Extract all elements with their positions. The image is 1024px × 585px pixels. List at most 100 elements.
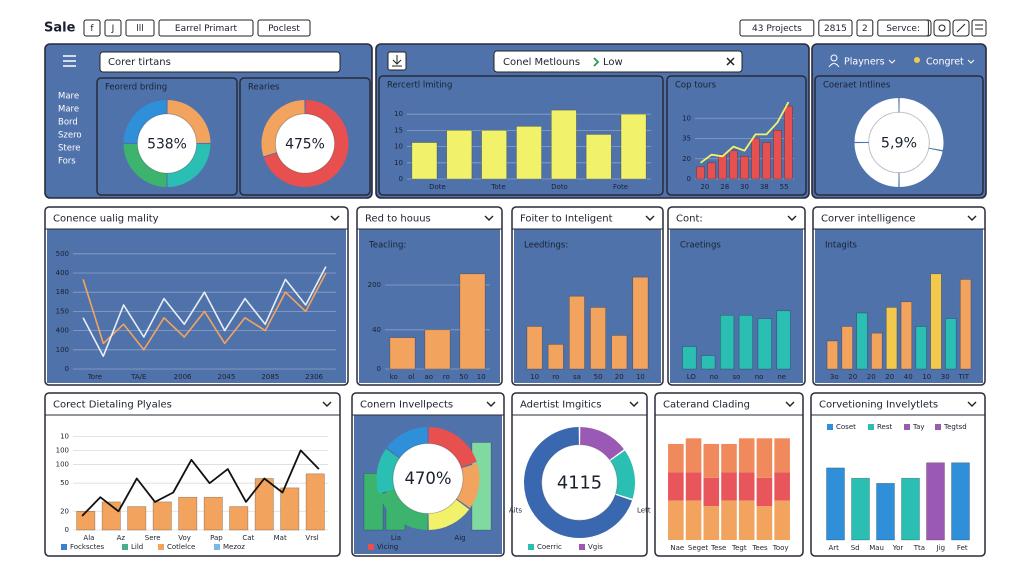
bar [203, 496, 223, 531]
bar [757, 318, 772, 370]
dropdown-label[interactable]: Playners [844, 57, 885, 68]
header-button[interactable] [257, 19, 311, 37]
panel-title: Corect Dietaling Plyales [53, 400, 172, 411]
y-tick-label: 15 [394, 126, 403, 134]
panel-chevron[interactable] [486, 401, 496, 407]
panel-chevron[interactable] [330, 215, 340, 221]
header-button-label: f [90, 24, 94, 34]
bar [547, 344, 564, 370]
user-icon [830, 54, 838, 62]
donut-hole [541, 444, 618, 521]
x-tick-label: 20 [867, 373, 876, 381]
bar [826, 467, 845, 541]
header-button[interactable] [83, 19, 101, 37]
legend-swatch [868, 424, 874, 430]
header-button[interactable] [104, 19, 122, 37]
search-text: Corer tirtans [108, 57, 171, 68]
menu-icon[interactable] [63, 55, 76, 67]
legend-label: Cotlelce [167, 543, 195, 551]
x-tick-label: 40 [904, 373, 913, 381]
x-tick-label: no [710, 373, 719, 381]
donut-segment [428, 499, 470, 530]
legend-swatch [214, 544, 220, 550]
legend-swatch [368, 544, 374, 550]
header-chip[interactable] [877, 19, 929, 37]
panel-title: Conern Invellpects [360, 400, 453, 411]
header-chip[interactable] [856, 19, 874, 37]
y-tick-label: 400 [56, 327, 69, 335]
bar [632, 276, 649, 370]
panel-chevron[interactable] [645, 215, 655, 221]
sidebar-item[interactable]: Bord [58, 118, 78, 128]
bar [926, 462, 945, 541]
y-tick-label: 180 [56, 288, 69, 296]
panel-title: Conence ualig mality [53, 214, 159, 225]
stacked-bar [721, 472, 737, 501]
panel-chevron[interactable] [484, 215, 494, 221]
bar [389, 337, 416, 370]
y-tick-label: 10 [394, 143, 403, 151]
bar [773, 130, 782, 180]
donut-segment [261, 100, 305, 157]
panel-title: Rearies [248, 83, 280, 93]
donut-segment [899, 98, 944, 151]
x-tick-label: 10 [636, 373, 645, 381]
sidebar-item[interactable]: Mare [58, 105, 79, 115]
bar [841, 326, 853, 370]
legend-label: Mezoz [223, 543, 245, 551]
dropdown-label[interactable]: Congret [926, 57, 964, 68]
header-chip[interactable] [818, 19, 853, 37]
panel-title: Coeraet Intlines [823, 81, 891, 91]
panel-chevron[interactable] [785, 401, 795, 407]
stacked-bar [721, 443, 737, 473]
filter-arrow [593, 57, 600, 67]
y-tick-label: 100 [56, 460, 69, 468]
header-button[interactable] [125, 19, 155, 37]
panel-chevron[interactable] [787, 215, 797, 221]
donut-segment [376, 448, 400, 494]
legend-swatch [827, 424, 833, 430]
stacked-bar [756, 438, 773, 478]
x-tick-label: so [733, 373, 741, 381]
donut-hole [274, 113, 336, 174]
x-tick-label: 10 [922, 373, 931, 381]
bar [851, 477, 870, 541]
stacked-bar [738, 472, 755, 501]
panel-chevron[interactable] [967, 215, 977, 221]
x-tick-label: Tees [751, 544, 768, 552]
panel-title: Caterand Clading [663, 400, 750, 411]
panel-chevron[interactable] [322, 401, 332, 407]
sidebar-item[interactable]: Stere [58, 144, 81, 154]
search-box[interactable] [493, 50, 743, 73]
bar [551, 109, 577, 180]
legend-label: Focksctes [70, 543, 105, 551]
close-icon[interactable] [726, 57, 735, 66]
x-tick-label: 28 [720, 183, 729, 191]
header-chip[interactable] [739, 19, 815, 37]
user-icon [828, 63, 840, 68]
bar [720, 314, 735, 370]
panel-chevron[interactable] [629, 401, 639, 407]
sidebar-item[interactable]: Szero [58, 131, 82, 141]
x-tick-label: ne [777, 373, 786, 381]
x-tick-label: 55 [780, 183, 789, 191]
bar [762, 142, 771, 180]
x-tick-label: no [755, 373, 764, 381]
x-tick-label: TA/E [130, 373, 146, 381]
header-button[interactable] [158, 19, 254, 37]
y-tick-label: 40 [372, 326, 381, 334]
y-tick-label: 0 [65, 365, 69, 373]
sidebar-item[interactable]: Fors [58, 157, 76, 167]
sidebar-item[interactable]: Mare [58, 92, 79, 102]
side-label: Aits [509, 506, 522, 514]
panel-chevron[interactable] [967, 401, 977, 407]
x-tick-label: Yor [892, 544, 904, 552]
search-box[interactable] [99, 51, 341, 73]
legend-swatch [935, 424, 941, 430]
bar [876, 483, 895, 541]
stacked-bar [703, 477, 720, 507]
donut-segment [854, 142, 899, 187]
panel-title: Foiter to Inteligent [520, 214, 613, 225]
y-tick-label: 20 [682, 155, 691, 163]
x-tick-label: Tese [710, 544, 726, 552]
